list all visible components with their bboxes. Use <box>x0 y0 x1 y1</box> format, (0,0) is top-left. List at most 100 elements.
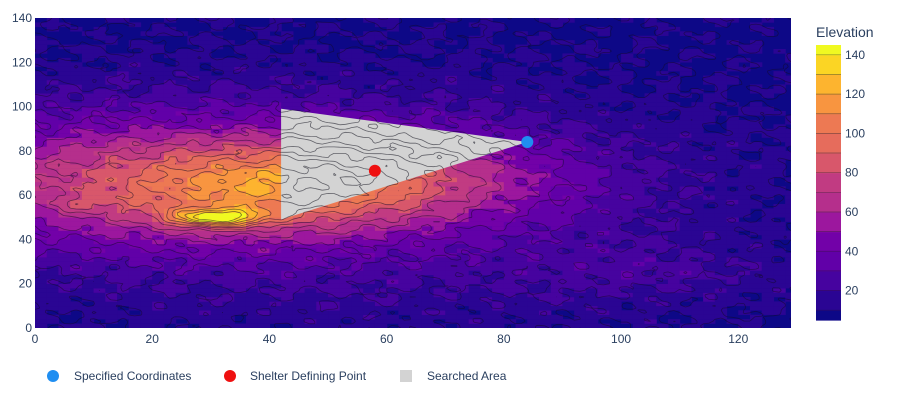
heatmap-cell <box>574 239 586 244</box>
heatmap-cell <box>727 288 739 293</box>
heatmap-cell <box>703 93 715 98</box>
heatmap-cell <box>422 40 434 45</box>
heatmap-cell <box>633 297 645 302</box>
heatmap-cell <box>480 244 492 249</box>
heatmap-cell <box>105 231 117 236</box>
y-tick-label: 20 <box>19 277 33 291</box>
heatmap-cell <box>680 262 692 267</box>
heatmap-cell <box>609 306 621 311</box>
heatmap-cell <box>152 319 164 324</box>
specified-coordinates-point[interactable] <box>521 136 533 148</box>
heatmap-cell <box>375 288 387 293</box>
heatmap-cell <box>727 177 739 182</box>
heatmap-cell <box>738 191 750 196</box>
heatmap-cell <box>363 288 375 293</box>
heatmap-cell <box>234 279 246 284</box>
heatmap-cell <box>223 71 235 76</box>
heatmap-cell <box>351 49 363 54</box>
heatmap-cell <box>644 133 656 138</box>
heatmap-cell <box>621 288 633 293</box>
heatmap-cell <box>738 160 750 165</box>
heatmap-cell <box>410 182 422 187</box>
heatmap-cell <box>492 93 504 98</box>
heatmap-cell <box>680 208 692 213</box>
heatmap-cell <box>469 84 481 89</box>
heatmap-cell <box>727 124 739 129</box>
heatmap-cell <box>328 315 340 320</box>
heatmap-cell <box>738 204 750 209</box>
heatmap-cell <box>434 22 446 27</box>
heatmap-cell <box>633 40 645 45</box>
legend-item-label[interactable]: Searched Area <box>427 369 507 383</box>
heatmap-cell <box>598 93 610 98</box>
heatmap-cell <box>199 173 211 178</box>
legend-marker[interactable] <box>224 370 236 382</box>
heatmap-cell <box>293 279 305 284</box>
x-tick-label: 20 <box>146 332 160 346</box>
heatmap-cell <box>281 71 293 76</box>
heatmap-cell <box>434 270 446 275</box>
heatmap-cell <box>738 124 750 129</box>
legend-item-label[interactable]: Shelter Defining Point <box>250 369 367 383</box>
heatmap-cell <box>703 253 715 258</box>
heatmap-cell <box>176 62 188 67</box>
heatmap-cell <box>105 310 117 315</box>
heatmap-cell <box>140 195 152 200</box>
heatmap-cell <box>94 284 106 289</box>
heatmap-cell <box>82 177 94 182</box>
heatmap-cell <box>691 235 703 240</box>
heatmap-cell <box>691 200 703 205</box>
heatmap-cell <box>70 244 82 249</box>
heatmap-cell <box>387 186 399 191</box>
heatmap-cell <box>586 186 598 191</box>
heatmap-cell <box>539 248 551 253</box>
heatmap-cell <box>644 279 656 284</box>
heatmap-cell <box>504 124 516 129</box>
heatmap-cell <box>387 18 399 23</box>
colorbar-band <box>816 251 841 271</box>
heatmap-cell <box>211 102 223 107</box>
heatmap-cell <box>551 142 563 147</box>
heatmap-cell <box>70 239 82 244</box>
shelter-defining-point[interactable] <box>369 165 381 177</box>
heatmap-cell <box>281 301 293 306</box>
colorbar-band <box>816 232 841 252</box>
heatmap-cell <box>351 310 363 315</box>
heatmap-cell <box>562 173 574 178</box>
heatmap-cell <box>410 49 422 54</box>
heatmap-cell <box>94 53 106 58</box>
heatmap-cell <box>621 235 633 240</box>
heatmap-cell <box>504 257 516 262</box>
heatmap-cell <box>598 204 610 209</box>
heatmap-cell <box>574 284 586 289</box>
heatmap-cell <box>691 288 703 293</box>
heatmap-cell <box>539 115 551 120</box>
heatmap-cell <box>644 160 656 165</box>
heatmap-cell <box>621 315 633 320</box>
heatmap-cell <box>152 107 164 112</box>
legend-item-label[interactable]: Specified Coordinates <box>74 369 191 383</box>
heatmap-cell <box>621 71 633 76</box>
legend-marker[interactable] <box>400 370 412 382</box>
heatmap-cell <box>375 231 387 236</box>
heatmap-cell <box>633 288 645 293</box>
heatmap-cell <box>527 315 539 320</box>
heatmap-cell <box>410 324 422 329</box>
heatmap-cell <box>633 177 645 182</box>
heatmap-cell <box>211 213 223 218</box>
heatmap-cell <box>738 129 750 134</box>
heatmap-cell <box>152 324 164 329</box>
heatmap-cell <box>785 133 797 138</box>
heatmap-cell <box>586 301 598 306</box>
heatmap-cell <box>199 275 211 280</box>
legend-marker[interactable] <box>47 370 59 382</box>
heatmap-cell <box>258 164 270 169</box>
heatmap-cell <box>363 36 375 41</box>
heatmap-cell <box>633 301 645 306</box>
heatmap-cell <box>762 173 774 178</box>
heatmap-cell <box>117 284 129 289</box>
heatmap-cell <box>434 306 446 311</box>
heatmap-cell <box>35 173 47 178</box>
heatmap-cell <box>656 45 668 50</box>
heatmap-cell <box>609 102 621 107</box>
